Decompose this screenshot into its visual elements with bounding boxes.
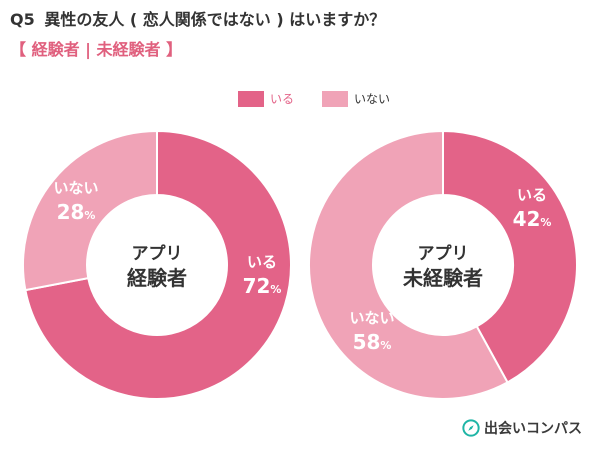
- donut-1-label-iru: いる: [247, 253, 277, 271]
- donut-1-value-inai: 28%: [57, 200, 96, 224]
- donut-2-hole: [373, 195, 513, 335]
- subtitle: 【 経験者 | 未経験者 】: [10, 40, 183, 59]
- donut-1-center-label-line2: 経験者: [127, 266, 187, 290]
- question-number: Q5: [10, 10, 35, 29]
- donut-1-label-inai: いない: [53, 179, 98, 197]
- question-title: Q5 異性の友人 ( 恋人関係ではない ) はいますか？: [10, 6, 385, 30]
- donut-2-value-inai: 58%: [353, 330, 392, 354]
- legend-item-inai: いない: [322, 90, 390, 107]
- donut-2-label-iru: いる: [517, 186, 547, 204]
- legend-item-iru: いる: [238, 90, 294, 107]
- donut-1-value-iru: 72%: [243, 274, 282, 298]
- question-text: 異性の友人 ( 恋人関係ではない ) はいますか？: [44, 10, 386, 29]
- donut-2-center-label-line1: アプリ: [418, 243, 469, 264]
- legend-swatch-iru: [238, 90, 264, 107]
- legend-swatch-inai: [322, 90, 349, 107]
- donut-1-hole: [87, 195, 227, 335]
- brand-name: 出会いコンパス: [484, 421, 582, 437]
- legend-label-iru: いる: [270, 92, 295, 106]
- brand-logo: 出会いコンパス: [462, 418, 582, 438]
- legend-label-inai: いない: [354, 92, 391, 106]
- donut-2-value-iru: 42%: [513, 207, 552, 231]
- compass-icon: [462, 419, 480, 437]
- donut-1-center-label-line1: アプリ: [132, 243, 183, 264]
- legend: いる いない: [238, 90, 418, 107]
- donut-2-center-label-line2: 未経験者: [403, 266, 483, 290]
- donut-2-label-inai: いない: [349, 309, 394, 327]
